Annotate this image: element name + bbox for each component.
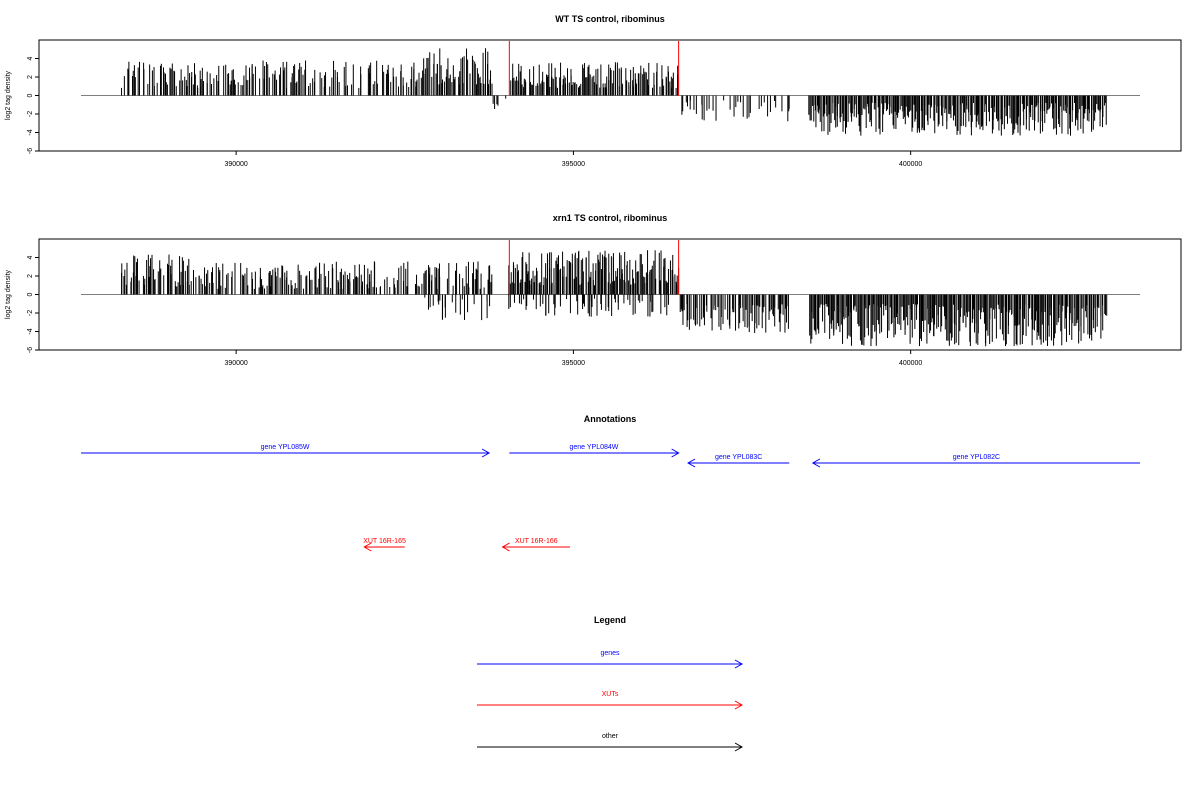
- legend-arrowhead: [734, 700, 744, 710]
- legend-arrowhead: [734, 742, 744, 752]
- gene-arrow-label: gene YPL082C: [953, 454, 1000, 461]
- gene-arrow-label: gene YPL083C: [715, 454, 762, 461]
- y-tick-label: -4: [27, 328, 34, 334]
- legend-arrowhead: [734, 659, 744, 669]
- legend-label: other: [602, 733, 619, 740]
- y-axis-label: log2 tag density: [5, 70, 12, 120]
- y-tick-label: -4: [27, 129, 34, 135]
- legend-label: XUTs: [602, 691, 619, 698]
- wt-panel: WT TS control, ribominus log2 tag density…: [5, 14, 1182, 168]
- y-tick-label: -6: [27, 148, 34, 154]
- x-tick-label: 395000: [562, 360, 585, 367]
- xut-arrow-label: XUT 16R-165: [363, 538, 406, 545]
- xut-arrow-arrowhead: [363, 542, 372, 552]
- y-axis-label: log2 tag density: [5, 269, 12, 319]
- y-tick-label: 0: [27, 292, 34, 296]
- gene-arrow-arrowhead: [481, 448, 491, 458]
- y-tick-label: 4: [27, 56, 34, 60]
- xut-arrow-label: XUT 16R-166: [515, 538, 558, 545]
- gene-arrow-label: gene YPL085W: [261, 444, 310, 451]
- legend-label: genes: [600, 650, 620, 657]
- x-tick-label: 390000: [224, 360, 247, 367]
- xrn1-panel: xrn1 TS control, ribominus log2 tag densi…: [5, 213, 1182, 367]
- annotations-title: Annotations: [584, 414, 637, 424]
- y-tick-label: -6: [27, 347, 34, 353]
- y-tick-label: 4: [27, 255, 34, 259]
- y-tick-label: -2: [27, 310, 34, 316]
- gene-arrow-arrowhead: [811, 458, 821, 468]
- annotations-track: Annotations gene YPL085W gene YPL084W gene …: [81, 414, 1140, 552]
- chart-title: xrn1 TS control, ribominus: [553, 213, 668, 223]
- gene-arrow-arrowhead: [671, 448, 680, 458]
- y-tick-label: -2: [27, 111, 34, 117]
- y-tick-label: 2: [27, 274, 34, 278]
- chart-title: WT TS control, ribominus: [555, 14, 665, 24]
- gene-arrow-arrowhead: [687, 458, 696, 468]
- density-bars: [121, 48, 1107, 136]
- x-tick-label: 395000: [562, 161, 585, 168]
- xut-arrow-arrowhead: [501, 542, 510, 552]
- legend: Legend genes XUTs other: [477, 615, 744, 752]
- x-tick-label: 400000: [899, 161, 922, 168]
- x-tick-label: 390000: [224, 161, 247, 168]
- gene-arrow-label: gene YPL084W: [570, 444, 619, 451]
- x-tick-label: 400000: [899, 360, 922, 367]
- y-tick-label: 0: [27, 93, 34, 97]
- density-bars: [121, 250, 1108, 347]
- y-tick-label: 2: [27, 75, 34, 79]
- legend-title: Legend: [594, 615, 626, 625]
